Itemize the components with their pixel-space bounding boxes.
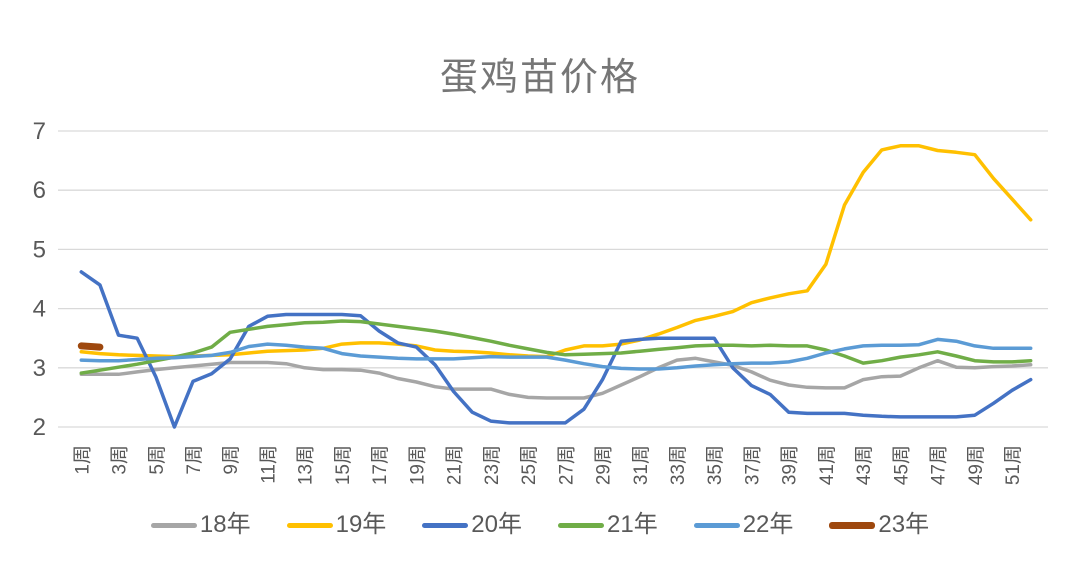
legend-swatch-21年 xyxy=(558,522,604,528)
x-tick-label-15周: 15周 xyxy=(333,445,354,485)
x-tick-label-31周: 31周 xyxy=(631,445,652,485)
legend-item-23年: 23年 xyxy=(829,513,929,537)
x-tick-label-39周: 39周 xyxy=(780,445,801,485)
series-line-23年 xyxy=(77,342,104,351)
x-tick-label-9周: 9周 xyxy=(221,445,242,475)
x-tick-label-29周: 29周 xyxy=(594,445,615,485)
x-tick-label-19周: 19周 xyxy=(407,445,428,485)
y-tick-label-3: 3 xyxy=(33,355,46,382)
x-tick-label-21周: 21周 xyxy=(445,445,466,485)
legend-swatch-18年 xyxy=(150,522,197,528)
legend-label: 19年 xyxy=(335,511,387,538)
x-tick-label-25周: 25周 xyxy=(519,445,540,485)
x-tick-label-45周: 45周 xyxy=(891,445,912,485)
legend-label: 18年 xyxy=(199,511,251,538)
legend-swatch-20年 xyxy=(422,522,469,528)
chart-title: 蛋鸡苗价格 xyxy=(439,55,640,99)
legend: 18年 19年 20年 21年 22年 23年 xyxy=(0,513,1080,537)
x-tick-label-33周: 33周 xyxy=(668,445,689,485)
legend-label: 20年 xyxy=(471,511,522,538)
x-tick-label-5周: 5周 xyxy=(147,445,168,475)
y-tick-label-6: 6 xyxy=(33,177,46,204)
x-tick-label-1周: 1周 xyxy=(72,445,93,475)
legend-item-18年: 18年 xyxy=(150,511,251,538)
y-tick-label-7: 7 xyxy=(33,118,46,145)
x-tick-label-17周: 17周 xyxy=(370,445,391,485)
x-tick-label-35周: 35周 xyxy=(705,445,726,485)
legend-swatch-19年 xyxy=(286,522,333,528)
legend-item-20年: 20年 xyxy=(422,513,522,537)
series-line-22年 xyxy=(79,337,1033,371)
y-tick-label-4: 4 xyxy=(33,296,46,323)
x-tick-label-23周: 23周 xyxy=(482,445,503,485)
y-tick-label-5: 5 xyxy=(33,236,46,263)
legend-swatch-23年 xyxy=(829,521,876,529)
legend-item-22年: 22年 xyxy=(693,511,794,538)
x-tick-label-37周: 37周 xyxy=(742,445,763,485)
series-line-20年 xyxy=(79,270,1033,429)
legend-label: 22年 xyxy=(742,511,794,538)
legend-label: 23年 xyxy=(878,511,930,538)
series-line-21年 xyxy=(79,319,1033,375)
x-tick-label-43周: 43周 xyxy=(854,445,875,485)
x-tick-label-11周: 11周 xyxy=(258,445,279,484)
series-line-19年 xyxy=(79,144,1033,359)
series-line-18年 xyxy=(79,356,1033,400)
legend-label: 21年 xyxy=(607,511,658,538)
x-tick-label-3周: 3周 xyxy=(110,445,131,475)
legend-item-19年: 19年 xyxy=(286,511,387,538)
x-tick-label-51周: 51周 xyxy=(1003,445,1024,485)
x-tick-label-47周: 47周 xyxy=(929,445,950,485)
x-tick-label-13周: 13周 xyxy=(296,445,317,485)
x-tick-label-27周: 27周 xyxy=(556,445,577,485)
legend-item-21年: 21年 xyxy=(558,513,658,537)
x-tick-label-7周: 7周 xyxy=(184,445,205,475)
x-tick-label-41周: 41周 xyxy=(817,445,838,485)
y-tick-label-2: 2 xyxy=(33,414,46,441)
x-tick-label-49周: 49周 xyxy=(966,445,987,485)
legend-swatch-22年 xyxy=(693,522,740,528)
